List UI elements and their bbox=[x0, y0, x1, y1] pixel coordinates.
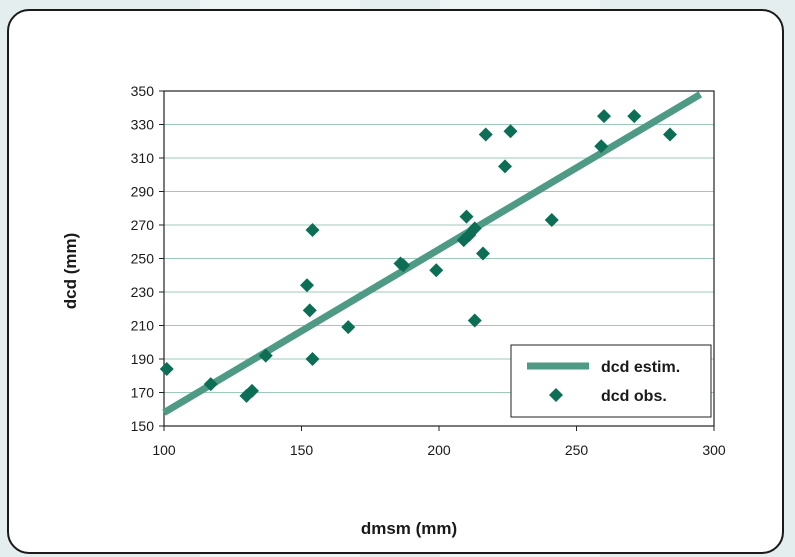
x-tick-label: 100 bbox=[152, 442, 176, 458]
y-tick-label: 270 bbox=[131, 217, 155, 233]
y-tick-label: 330 bbox=[131, 117, 155, 133]
data-point-dcd-obs bbox=[245, 383, 259, 398]
data-point-dcd-obs bbox=[341, 320, 356, 335]
y-tick-label: 290 bbox=[131, 184, 155, 200]
legend-label-dcd-estim: dcd estim. bbox=[601, 359, 680, 376]
chart-area: 150 170 190 210 230 250 270 290 310 330 350 100 150 2… bbox=[131, 83, 726, 458]
data-point-dcd-obs bbox=[476, 246, 490, 261]
data-point-dcd-obs bbox=[594, 139, 609, 154]
data-point-dcd-obs bbox=[498, 159, 512, 174]
y-tick-label: 190 bbox=[131, 351, 155, 367]
legend-label-dcd-obs: dcd obs. bbox=[601, 388, 667, 405]
data-point-dcd-obs bbox=[467, 313, 482, 328]
data-point-dcd-obs bbox=[396, 258, 411, 273]
legend-box bbox=[510, 344, 712, 418]
x-axis-label: dmsm (mm) bbox=[360, 519, 458, 538]
legend-marker-swatch bbox=[549, 388, 563, 402]
y-tick-label: 230 bbox=[131, 284, 155, 300]
data-point-dcd-obs bbox=[467, 221, 482, 236]
data-point-dcd-obs bbox=[544, 212, 559, 227]
y-tick-label: 310 bbox=[131, 150, 155, 166]
y-tick-label: 150 bbox=[131, 418, 155, 434]
y-axis-label: dcd (mm) bbox=[61, 232, 80, 310]
data-point-dcd-obs bbox=[258, 348, 273, 363]
data-point-dcd-obs bbox=[300, 278, 314, 293]
data-point-dcd-obs bbox=[302, 303, 317, 318]
data-point-dcd-obs bbox=[503, 124, 518, 139]
y-tick-label: 210 bbox=[131, 318, 155, 334]
data-point-dcd-obs bbox=[663, 127, 677, 142]
x-tick-label: 300 bbox=[702, 442, 726, 458]
y-tick-label: 170 bbox=[131, 385, 155, 401]
data-point-dcd-obs bbox=[459, 209, 474, 224]
chart-card: 150 170 190 210 230 250 270 290 310 330 350 100 150 2… bbox=[7, 9, 784, 554]
series-line-dcd-estim bbox=[162, 91, 703, 416]
y-tick-label: 350 bbox=[131, 83, 155, 99]
data-point-dcd-obs bbox=[429, 263, 444, 278]
data-point-dcd-obs bbox=[597, 109, 611, 124]
x-tick-label: 250 bbox=[565, 442, 589, 458]
data-point-dcd-obs bbox=[159, 362, 174, 377]
data-point-dcd-obs bbox=[305, 223, 320, 238]
y-tick-label: 250 bbox=[131, 251, 155, 267]
x-tick-label: 200 bbox=[427, 442, 451, 458]
x-tick-label: 150 bbox=[290, 442, 314, 458]
data-point-dcd-obs bbox=[627, 109, 642, 124]
data-point-dcd-obs bbox=[305, 352, 320, 366]
data-point-dcd-obs bbox=[478, 127, 493, 142]
data-point-dcd-obs bbox=[203, 377, 218, 392]
